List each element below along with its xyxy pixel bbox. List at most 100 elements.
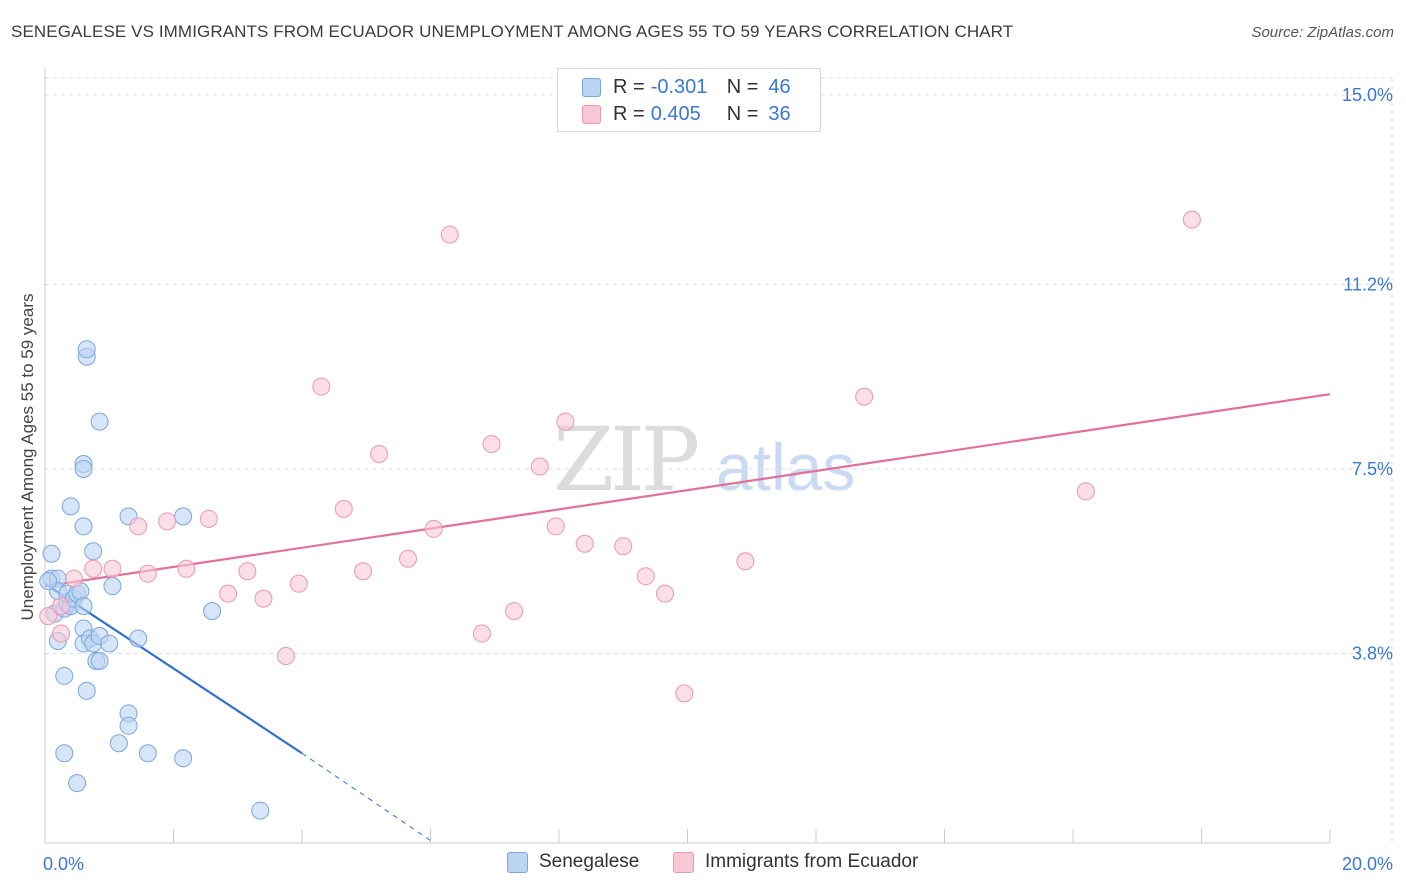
ecuador-point — [614, 537, 633, 556]
n-label: N = — [726, 102, 759, 125]
senegalese-point — [68, 774, 87, 793]
legend-swatch-blue — [582, 77, 601, 97]
ecuador-point — [636, 567, 655, 586]
r-label: R = — [613, 75, 645, 98]
legend-label-senegalese: Senegalese — [539, 851, 640, 872]
legend-row-ecuador: R = 0.405 N = 36 — [582, 101, 791, 127]
legend-label-ecuador: Immigrants from Ecuador — [705, 851, 919, 872]
ecuador-point — [546, 517, 565, 536]
senegalese-point — [77, 340, 96, 359]
senegalese-point — [39, 572, 58, 591]
senegalese-point — [174, 749, 193, 768]
legend-item-ecuador: Immigrants from Ecuador — [673, 851, 918, 873]
ecuador-point — [289, 574, 308, 593]
ecuador-point — [238, 562, 257, 581]
senegalese-trend-extension — [301, 752, 431, 841]
senegalese-point — [203, 602, 222, 621]
ecuador-point — [530, 457, 549, 476]
senegalese-point — [74, 517, 93, 536]
r-value: 0.405 — [650, 102, 701, 125]
senegalese-point — [109, 734, 128, 753]
y-tick-label: 11.2% — [1343, 274, 1393, 294]
y-tick-label: 7.5% — [1352, 459, 1393, 479]
ecuador-point — [424, 519, 443, 538]
ecuador-point — [575, 534, 594, 553]
senegalese-point — [129, 629, 148, 648]
r-value: -0.301 — [650, 75, 708, 98]
senegalese-point — [90, 651, 109, 670]
senegalese-point — [100, 634, 119, 653]
ecuador-point — [64, 569, 83, 588]
senegalese-point — [84, 542, 103, 561]
senegalese-point — [61, 497, 80, 516]
senegalese-point — [251, 801, 270, 820]
legend-item-senegalese: Senegalese — [507, 851, 639, 873]
senegalese-point — [138, 744, 157, 763]
senegalese-point — [55, 744, 74, 763]
correlation-legend: R = -0.301 N = 46 R = 0.405 N = 36 — [557, 68, 821, 132]
senegalese-point — [74, 597, 93, 616]
ecuador-point — [219, 584, 238, 603]
y-tick-label: 3.8% — [1352, 643, 1393, 663]
y-tick-label: 15.0% — [1342, 85, 1393, 105]
ecuador-point — [482, 435, 501, 454]
data-points — [39, 210, 1201, 820]
ecuador-point — [1182, 210, 1201, 229]
r-label: R = — [613, 102, 645, 125]
ecuador-point — [354, 562, 373, 581]
senegalese-point — [42, 544, 61, 563]
senegalese-point — [103, 577, 122, 596]
ecuador-point — [39, 607, 58, 626]
ecuador-point — [177, 559, 196, 578]
ecuador-point — [736, 552, 755, 571]
senegalese-point — [174, 507, 193, 526]
series-legend: Senegalese Immigrants from Ecuador — [0, 851, 1406, 877]
watermark: ZIP atlas — [553, 408, 855, 511]
ecuador-point — [334, 499, 353, 518]
ecuador-point — [138, 564, 157, 583]
ecuador-point — [312, 377, 331, 396]
watermark-zip: ZIP — [553, 408, 698, 511]
ecuador-point — [103, 559, 122, 578]
ecuador-point — [158, 512, 177, 531]
senegalese-point — [55, 666, 74, 685]
legend-swatch-pink — [673, 851, 694, 873]
y-axis-label: Unemployment Among Ages 55 to 59 years — [18, 294, 37, 621]
n-value: 36 — [768, 102, 791, 125]
ecuador-point — [52, 624, 71, 643]
axes — [44, 68, 1331, 844]
source-label: Source: ZipAtlas.com — [1251, 24, 1394, 41]
ecuador-point — [370, 445, 389, 464]
senegalese-point — [74, 459, 93, 478]
legend-swatch-pink — [582, 104, 601, 124]
ecuador-point — [84, 559, 103, 578]
x-tick-label: 0.0% — [43, 854, 84, 874]
ecuador-point — [52, 597, 71, 616]
ecuador-point — [1076, 482, 1095, 501]
ecuador-point — [440, 225, 459, 244]
senegalese-point — [77, 681, 96, 700]
legend-row-senegalese: R = -0.301 N = 46 — [582, 74, 791, 100]
ecuador-trend-line — [44, 393, 1331, 588]
ecuador-point — [254, 589, 273, 608]
ecuador-point — [276, 646, 295, 665]
ecuador-point — [505, 602, 524, 621]
legend-swatch-blue — [507, 851, 528, 873]
tick-labels: 3.8% 7.5% 11.2% 15.0% 0.0% 20.0% — [43, 85, 1393, 874]
ecuador-point — [472, 624, 491, 643]
ecuador-point — [129, 517, 148, 536]
senegalese-point — [119, 716, 138, 735]
ecuador-point — [199, 509, 218, 528]
senegalese-point — [90, 412, 109, 431]
x-tick-label: 20.0% — [1342, 854, 1393, 874]
ecuador-point — [656, 584, 675, 603]
ecuador-point — [675, 684, 694, 703]
n-value: 46 — [768, 75, 791, 98]
ecuador-point — [855, 387, 874, 406]
watermark-atlas: atlas — [716, 430, 855, 504]
ecuador-point — [399, 549, 418, 568]
chart-title: SENEGALESE VS IMMIGRANTS FROM ECUADOR UN… — [11, 22, 1014, 41]
n-label: N = — [726, 75, 759, 98]
ecuador-point — [556, 412, 575, 431]
